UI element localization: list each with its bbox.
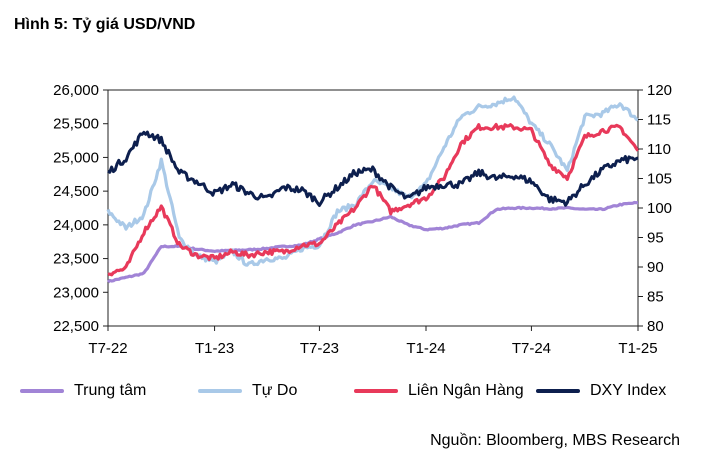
right-axis-ticks: 80 85 90 95 100 105 110 115 120 bbox=[638, 82, 672, 335]
right-tick-label: 100 bbox=[647, 200, 672, 217]
left-tick-label: 25,500 bbox=[53, 116, 99, 133]
left-tick-label: 26,000 bbox=[53, 82, 99, 99]
x-axis-ticks: T7-22 T1-23 T7-23 T1-24 T7-24 T1-25 bbox=[88, 326, 658, 357]
right-tick-label: 95 bbox=[647, 230, 664, 247]
legend-swatch bbox=[354, 389, 398, 393]
series-layer bbox=[106, 95, 640, 284]
legend-item: DXY Index bbox=[536, 378, 666, 404]
x-tick-label: T1-23 bbox=[195, 340, 234, 357]
series-line-liên-ngân-hàng bbox=[107, 122, 640, 277]
legend-swatch bbox=[20, 389, 64, 393]
x-tick-label: T7-22 bbox=[88, 340, 127, 357]
chart-title: Hình 5: Tỷ giá USD/VND bbox=[14, 16, 196, 33]
right-tick-label: 80 bbox=[647, 318, 664, 335]
left-tick-label: 22,500 bbox=[53, 318, 99, 335]
legend-label: Tự Do bbox=[252, 382, 298, 399]
legend-swatch bbox=[536, 389, 580, 393]
right-tick-label: 105 bbox=[647, 171, 672, 188]
right-tick-label: 90 bbox=[647, 259, 664, 276]
left-tick-label: 23,000 bbox=[53, 284, 99, 301]
legend-label: DXY Index bbox=[590, 382, 667, 399]
legend-label: Liên Ngân Hàng bbox=[408, 382, 524, 399]
left-tick-label: 25,000 bbox=[53, 149, 99, 166]
left-axis-ticks: 22,500 23,000 23,500 24,000 24,500 25,000 25,5… bbox=[53, 82, 108, 335]
series-line-dxy-index bbox=[107, 130, 639, 207]
right-tick-label: 110 bbox=[647, 141, 671, 158]
legend-swatch bbox=[198, 389, 242, 393]
left-tick-label: 23,500 bbox=[53, 251, 99, 268]
legend-label: Trung tâm bbox=[74, 382, 147, 399]
source-note: Nguồn: Bloomberg, MBS Research bbox=[430, 432, 680, 449]
legend-item: Trung tâm bbox=[20, 378, 146, 404]
left-tick-label: 24,500 bbox=[53, 183, 99, 200]
left-tick-label: 24,000 bbox=[53, 217, 99, 234]
legend-item: Tự Do bbox=[198, 378, 297, 404]
x-tick-label: T7-24 bbox=[512, 340, 551, 357]
usd-vnd-chart: 22,500 23,000 23,500 24,000 24,500 25,000 25,5… bbox=[53, 82, 672, 357]
right-tick-label: 85 bbox=[647, 289, 664, 306]
x-tick-label: T1-25 bbox=[618, 340, 657, 357]
right-tick-label: 120 bbox=[647, 82, 672, 99]
x-tick-label: T7-23 bbox=[300, 340, 339, 357]
x-tick-label: T1-24 bbox=[406, 340, 445, 357]
legend-item: Liên Ngân Hàng bbox=[354, 378, 524, 404]
series-line-trung-tâm bbox=[106, 200, 639, 284]
right-tick-label: 115 bbox=[647, 112, 671, 129]
legend: Trung tâm Tự Do Liên Ngân Hàng DXY Index bbox=[20, 378, 720, 404]
